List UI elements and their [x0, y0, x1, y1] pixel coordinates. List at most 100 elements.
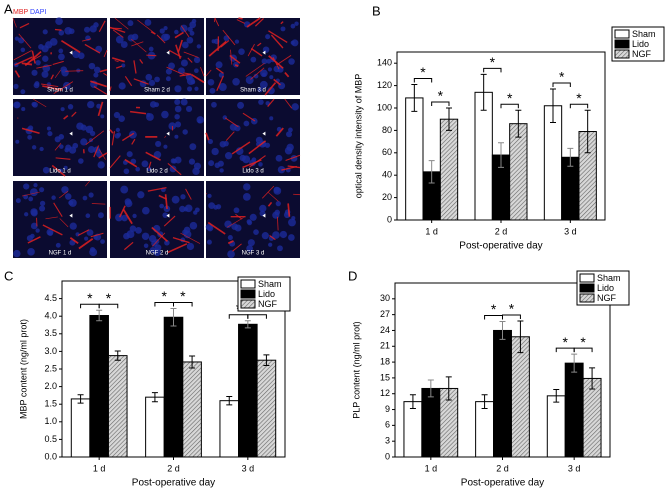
- nucleus: [185, 105, 193, 113]
- nucleus: [235, 147, 244, 156]
- y-tick-label: 20: [382, 192, 392, 202]
- nucleus: [172, 158, 177, 164]
- fiber: [281, 165, 298, 171]
- fiber: [220, 40, 230, 48]
- nucleus: [207, 193, 212, 199]
- fiber: [50, 74, 55, 80]
- nucleus: [85, 213, 91, 219]
- fiber: [98, 152, 108, 159]
- legend-swatch: [579, 273, 595, 283]
- fiber: [131, 38, 147, 53]
- fiber: [285, 154, 301, 161]
- error-bar: [114, 350, 121, 361]
- fiber: [183, 51, 199, 58]
- x-tick-label: 2 d: [495, 226, 508, 236]
- nucleus: [88, 62, 96, 70]
- legend-label: NGF: [632, 49, 652, 59]
- nucleus: [100, 114, 105, 119]
- significance-bracket: [552, 82, 571, 87]
- fiber: [234, 64, 239, 67]
- fiber: [179, 73, 192, 77]
- nucleus: [162, 212, 169, 218]
- nucleus: [257, 87, 263, 93]
- fiber: [166, 66, 185, 76]
- micrograph-label: Lido 2 d: [146, 169, 167, 175]
- nucleus: [59, 144, 64, 149]
- fiber: [269, 235, 276, 241]
- nucleus: [55, 17, 63, 26]
- nucleus: [174, 105, 182, 113]
- x-tick-label: 2 d: [167, 463, 180, 473]
- micrograph: Sham 3 d: [205, 17, 300, 96]
- nucleus: [34, 81, 40, 87]
- error-bar: [498, 142, 504, 168]
- x-axis-label: Post-operative day: [459, 241, 542, 252]
- nucleus: [20, 89, 26, 95]
- fiber: [248, 155, 266, 168]
- fiber: [264, 82, 277, 96]
- nucleus: [51, 195, 56, 200]
- nucleus: [80, 138, 88, 146]
- significance-star: *: [420, 64, 426, 80]
- nucleus: [13, 83, 19, 89]
- fiber: [205, 69, 212, 77]
- error-bar: [244, 320, 251, 329]
- nucleus: [15, 139, 20, 144]
- significance-star: *: [87, 290, 93, 306]
- significance-bracket: [413, 77, 433, 83]
- y-tick-label: 1.5: [44, 399, 57, 409]
- fiber: [267, 201, 273, 207]
- fiber: [235, 213, 243, 220]
- nucleus: [69, 222, 77, 230]
- nucleus: [24, 212, 29, 217]
- nucleus: [186, 36, 194, 44]
- nucleus: [161, 110, 169, 119]
- nucleus: [153, 150, 162, 159]
- nucleus: [120, 41, 128, 48]
- nucleus: [189, 21, 197, 29]
- nucleus: [15, 198, 21, 204]
- nucleus: [219, 168, 224, 173]
- fiber: [45, 216, 58, 220]
- nucleus: [149, 246, 156, 254]
- significance-bracket: [569, 103, 589, 109]
- nucleus: [30, 222, 38, 230]
- fiber: [118, 205, 126, 218]
- y-tick-label: 1.0: [44, 416, 57, 426]
- nucleus: [131, 33, 139, 41]
- legend-swatch: [579, 283, 595, 293]
- nucleus: [180, 98, 188, 106]
- significance-star: *: [106, 290, 112, 306]
- nucleus: [259, 204, 267, 213]
- nucleus: [163, 26, 168, 31]
- significance-star: *: [438, 88, 444, 104]
- nucleus: [155, 140, 162, 148]
- nucleus: [169, 165, 177, 173]
- legend-label: NGF: [258, 299, 278, 309]
- x-tick-label: 3 d: [564, 226, 577, 236]
- nucleus: [267, 67, 272, 72]
- fiber: [21, 127, 40, 135]
- nucleus: [33, 182, 38, 188]
- error-bar: [427, 379, 434, 398]
- bar: [421, 387, 441, 458]
- fiber: [90, 232, 104, 238]
- fiber: [63, 115, 69, 120]
- fiber: [111, 131, 116, 146]
- nucleus: [288, 58, 295, 65]
- nucleus: [243, 183, 251, 191]
- y-axis-label: PLP content (ng/ml prot): [351, 321, 361, 418]
- significance-bracket: [173, 301, 193, 307]
- nucleus: [234, 39, 240, 44]
- bar: [145, 396, 165, 458]
- error-bar: [517, 320, 524, 354]
- micrograph-label: Lido 3 d: [242, 169, 263, 175]
- nucleus: [84, 236, 89, 241]
- nucleus: [238, 48, 245, 55]
- nucleus: [63, 165, 68, 170]
- fiber: [112, 29, 124, 38]
- fiber: [151, 226, 169, 242]
- nucleus: [274, 209, 281, 216]
- fiber: [98, 20, 106, 33]
- y-tick-label: 21: [380, 341, 390, 351]
